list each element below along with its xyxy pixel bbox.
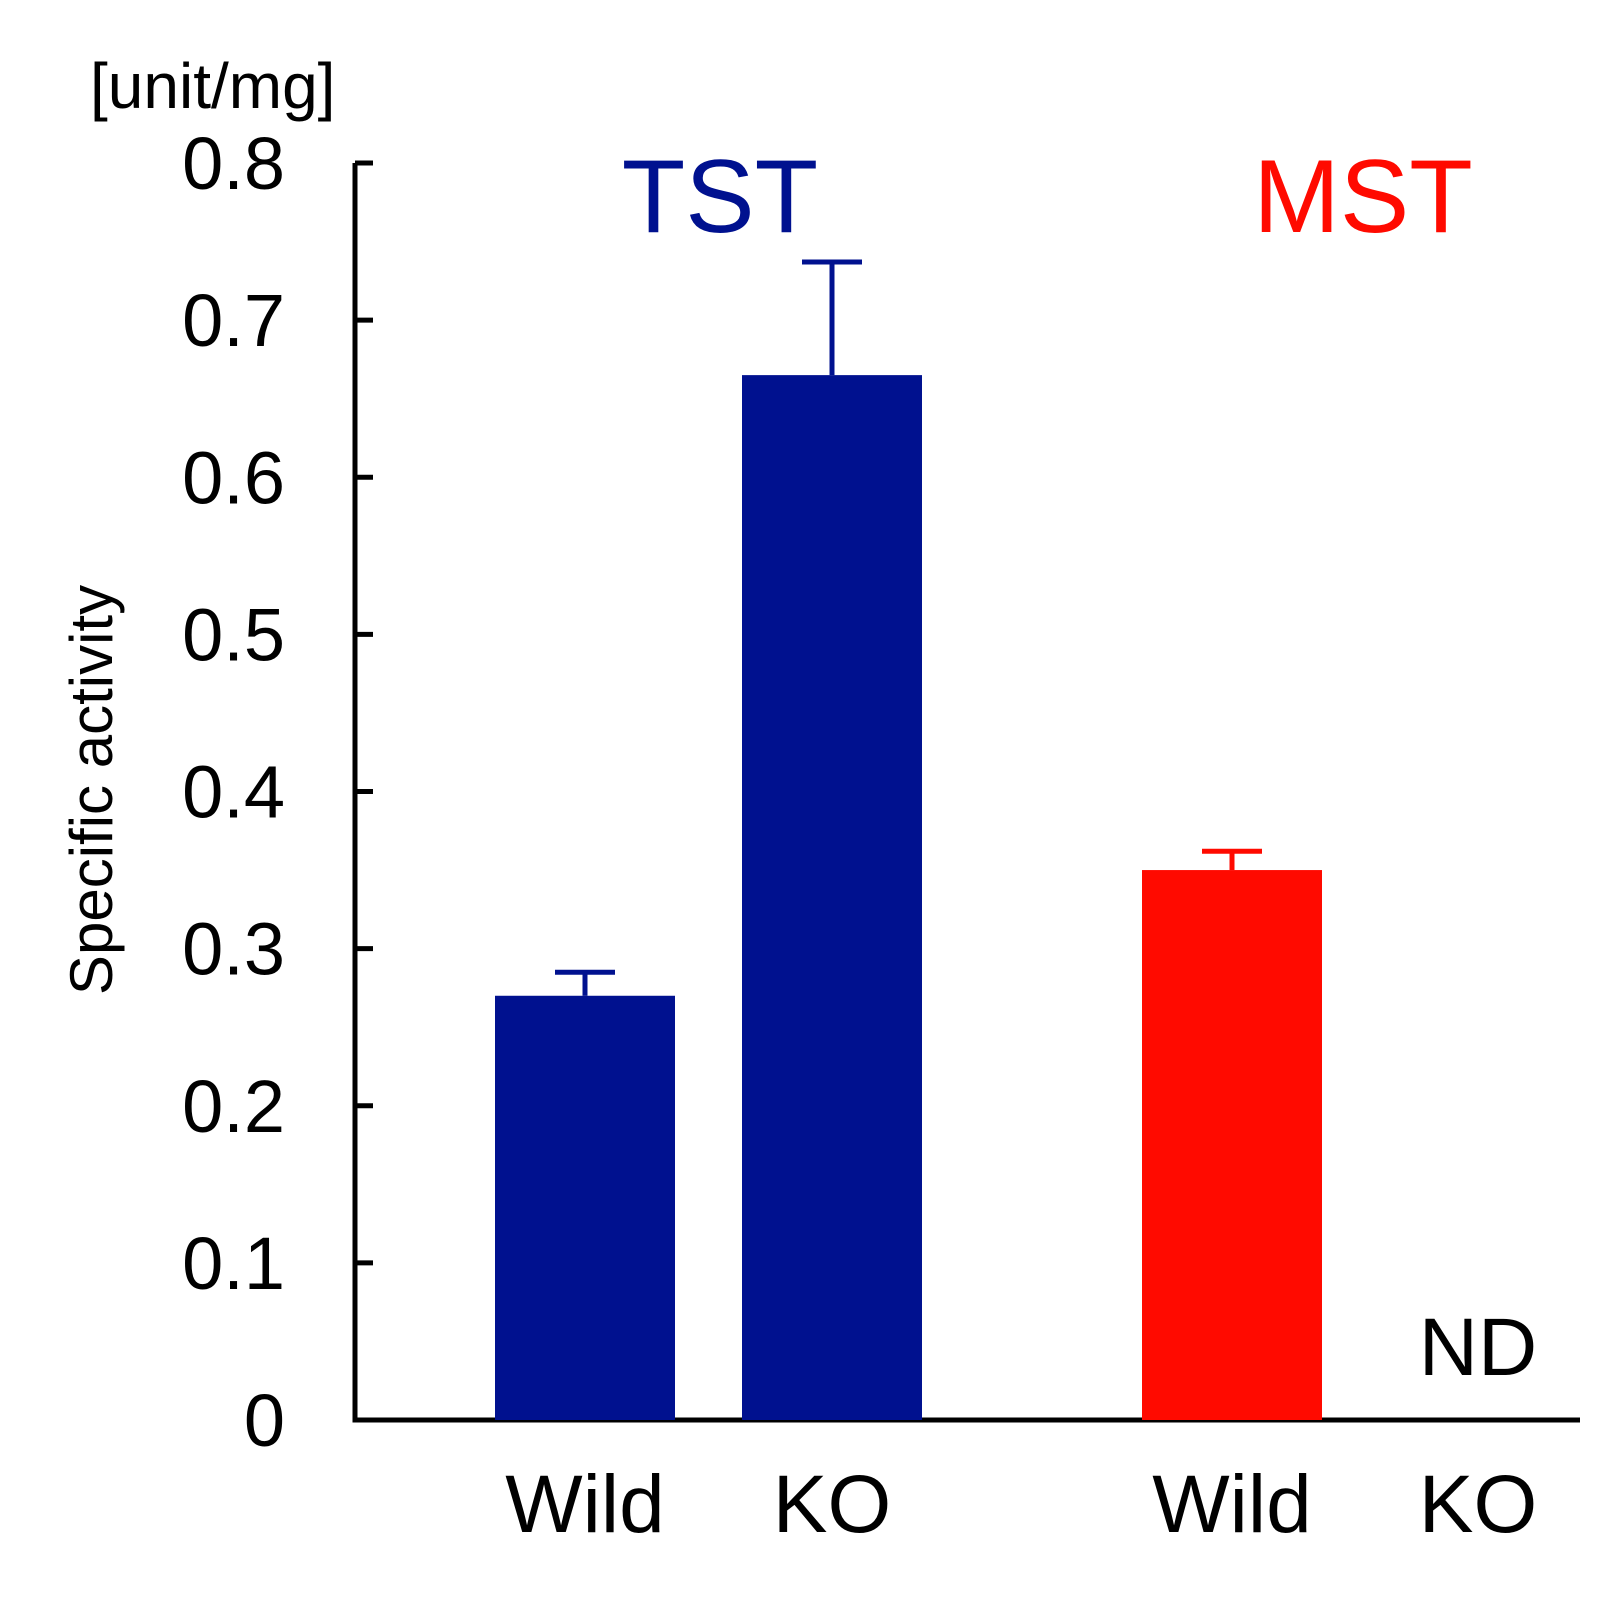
bar-tst-wild [495,995,675,1420]
category-label-tst-ko: KO [773,1459,891,1550]
y-tick-label-6: 0.6 [182,436,285,519]
category-label-mst-ko: KO [1419,1459,1537,1550]
y-ticks: 0 0.1 0.2 0.3 0.4 0.5 0.6 0.7 0.8 [182,122,373,1462]
category-label-tst-wild: Wild [505,1459,664,1550]
y-tick-label-2: 0.2 [182,1065,285,1148]
bar-mst-wild [1142,870,1322,1420]
y-tick-label-1: 0.1 [182,1222,285,1305]
y-tick-label-7: 0.7 [182,279,285,362]
y-tick-label-5: 0.5 [182,593,285,676]
y-tick-label-8: 0.8 [182,122,285,205]
y-tick-label-4: 0.4 [182,751,285,834]
bars [495,259,1322,1420]
group-label-tst: TST [622,139,818,255]
unit-label: [unit/mg] [90,50,335,122]
group-label-mst: MST [1253,139,1473,255]
category-label-mst-wild: Wild [1152,1459,1311,1550]
y-tick-label-0: 0 [244,1379,285,1462]
y-tick-label-3: 0.3 [182,908,285,991]
bar-tst-ko [742,375,922,1420]
category-labels: TST Wild KO MST Wild ND KO [505,139,1537,1550]
annotation-mst-ko: ND [1419,1302,1537,1393]
y-axis-label: Specific activity [58,585,125,995]
